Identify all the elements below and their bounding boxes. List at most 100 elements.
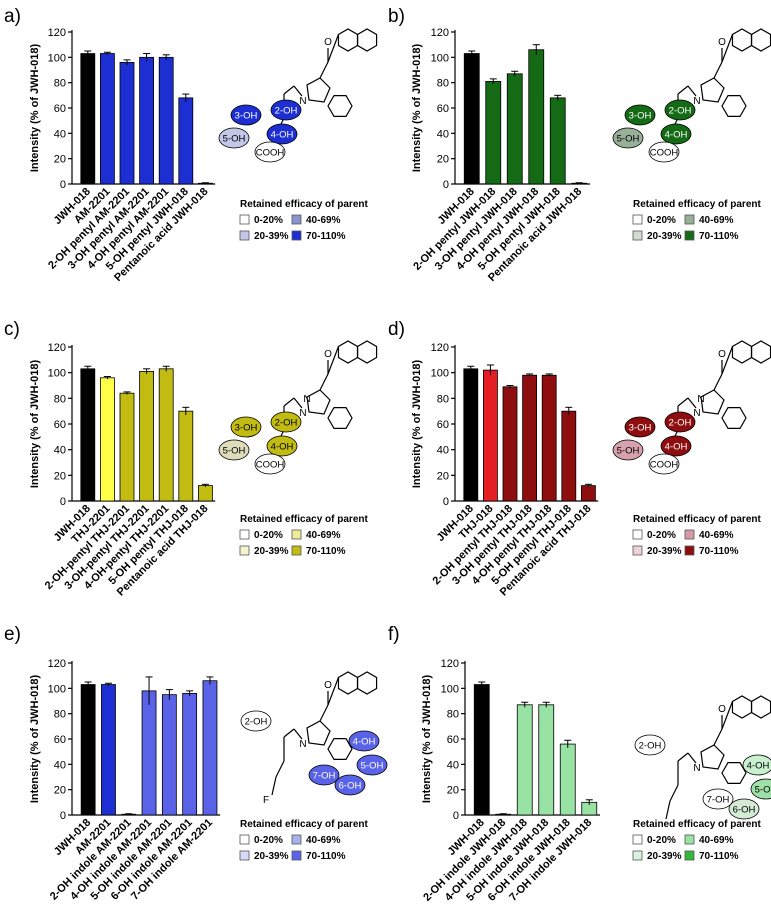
atom-label: N bbox=[303, 394, 310, 405]
bond bbox=[271, 776, 277, 796]
bond bbox=[721, 701, 734, 730]
legend: Retained efficacy of parent 0-20% 40-69% 20… bbox=[239, 199, 368, 242]
bond bbox=[713, 728, 723, 746]
y-tick-label: 0 bbox=[60, 810, 66, 822]
substituent-label: COOH bbox=[256, 148, 285, 159]
legend-swatch bbox=[239, 850, 250, 861]
legend-swatch bbox=[632, 230, 643, 241]
bond bbox=[669, 784, 679, 802]
legend-swatch bbox=[291, 529, 302, 540]
y-tick-label: 60 bbox=[437, 103, 449, 115]
legend-swatch bbox=[291, 230, 302, 241]
substituent-oval bbox=[664, 411, 696, 433]
y-tick-label: 80 bbox=[54, 709, 66, 721]
substituent-label: 3-OH bbox=[235, 423, 258, 434]
y-axis-label: Intensity (% of JWH-018) bbox=[29, 43, 41, 172]
molecule-structure: O N 3-OH 2-OH 5-OH 4-OH COOH bbox=[612, 28, 771, 163]
substituent-oval bbox=[612, 439, 644, 461]
substituent-oval bbox=[254, 141, 286, 163]
y-tick-label: 20 bbox=[437, 154, 449, 166]
substituent-oval bbox=[270, 411, 302, 433]
substituent-label: COOH bbox=[256, 460, 285, 471]
legend: Retained efficacy of parent 0-20% 40-69% 20… bbox=[632, 819, 761, 862]
y-tick-label: 40 bbox=[437, 445, 449, 457]
substituent-label: 2-OH bbox=[275, 106, 298, 117]
substituent-label: 3-OH bbox=[629, 111, 652, 122]
atom-label: O bbox=[324, 680, 332, 691]
bond bbox=[283, 728, 295, 738]
substituent-label: 4-OH bbox=[665, 442, 688, 453]
bond-ring bbox=[700, 77, 725, 103]
y-tick-label: 20 bbox=[437, 470, 449, 482]
substituent-oval bbox=[266, 123, 298, 145]
atom-label: N bbox=[693, 408, 700, 419]
bar bbox=[101, 684, 116, 816]
atom-label: F bbox=[263, 795, 269, 806]
panel-letter: a) bbox=[4, 6, 21, 27]
bond bbox=[677, 397, 689, 407]
bar bbox=[506, 73, 523, 185]
bond-ring bbox=[700, 744, 725, 770]
legend-swatch bbox=[632, 850, 643, 861]
bar bbox=[158, 368, 174, 502]
bond bbox=[319, 61, 329, 79]
legend-swatch bbox=[291, 214, 302, 225]
bond-ring bbox=[306, 389, 331, 415]
bar bbox=[100, 377, 115, 502]
bond-ring bbox=[731, 340, 753, 364]
bond-ring bbox=[327, 407, 353, 429]
y-tick-label: 100 bbox=[48, 368, 66, 380]
molecule-structure: O N 2-OH 4-OH 5-OH 7-OH6-OH bbox=[634, 695, 771, 820]
legend-title: Retained efficacy of parent bbox=[633, 819, 761, 830]
bar bbox=[178, 410, 194, 502]
bond bbox=[327, 346, 340, 375]
y-tick-label: 100 bbox=[48, 52, 66, 64]
y-tick-label: 60 bbox=[54, 734, 66, 746]
bar bbox=[473, 684, 490, 816]
legend-label: 40-69% bbox=[699, 215, 734, 226]
bond bbox=[293, 85, 303, 97]
substituent-label: 5-OH bbox=[223, 134, 246, 145]
legend-swatch bbox=[684, 529, 695, 540]
panel-letter: c) bbox=[4, 319, 20, 340]
y-tick-label: 80 bbox=[54, 78, 66, 90]
bond bbox=[275, 760, 285, 778]
substituent-oval bbox=[750, 778, 771, 800]
legend-title: Retained efficacy of parent bbox=[633, 514, 761, 525]
bond-ring bbox=[731, 28, 753, 52]
y-tick-label: 0 bbox=[443, 179, 449, 191]
legend-label: 20-39% bbox=[254, 231, 289, 242]
y-tick-label: 40 bbox=[447, 759, 459, 771]
legend-swatch bbox=[684, 850, 695, 861]
bar bbox=[197, 485, 213, 502]
bond bbox=[687, 752, 697, 764]
legend-label: 0-20% bbox=[254, 835, 283, 846]
legend-label: 40-69% bbox=[699, 530, 734, 541]
legend-swatch bbox=[632, 834, 643, 845]
bar bbox=[485, 81, 502, 185]
y-tick-label: 0 bbox=[443, 496, 449, 508]
bar bbox=[581, 485, 596, 502]
y-tick-label: 120 bbox=[441, 658, 459, 670]
bond bbox=[327, 677, 340, 706]
y-tick-label: 120 bbox=[431, 27, 449, 39]
bar bbox=[549, 97, 566, 185]
substituent-label: 2-OH bbox=[245, 717, 268, 728]
bar bbox=[100, 53, 115, 185]
substituent-label: 6-OH bbox=[339, 781, 362, 792]
y-tick-label: 40 bbox=[54, 759, 66, 771]
bond-ring bbox=[306, 77, 331, 103]
legend-swatch bbox=[632, 545, 643, 556]
bond bbox=[293, 728, 303, 740]
bar bbox=[561, 410, 577, 502]
substituent-oval bbox=[648, 453, 680, 475]
legend-swatch bbox=[632, 529, 643, 540]
legend-swatch bbox=[684, 834, 695, 845]
bar bbox=[559, 743, 576, 816]
bond-ring bbox=[750, 28, 771, 52]
y-tick-label: 100 bbox=[48, 683, 66, 695]
substituent-oval bbox=[254, 453, 286, 475]
